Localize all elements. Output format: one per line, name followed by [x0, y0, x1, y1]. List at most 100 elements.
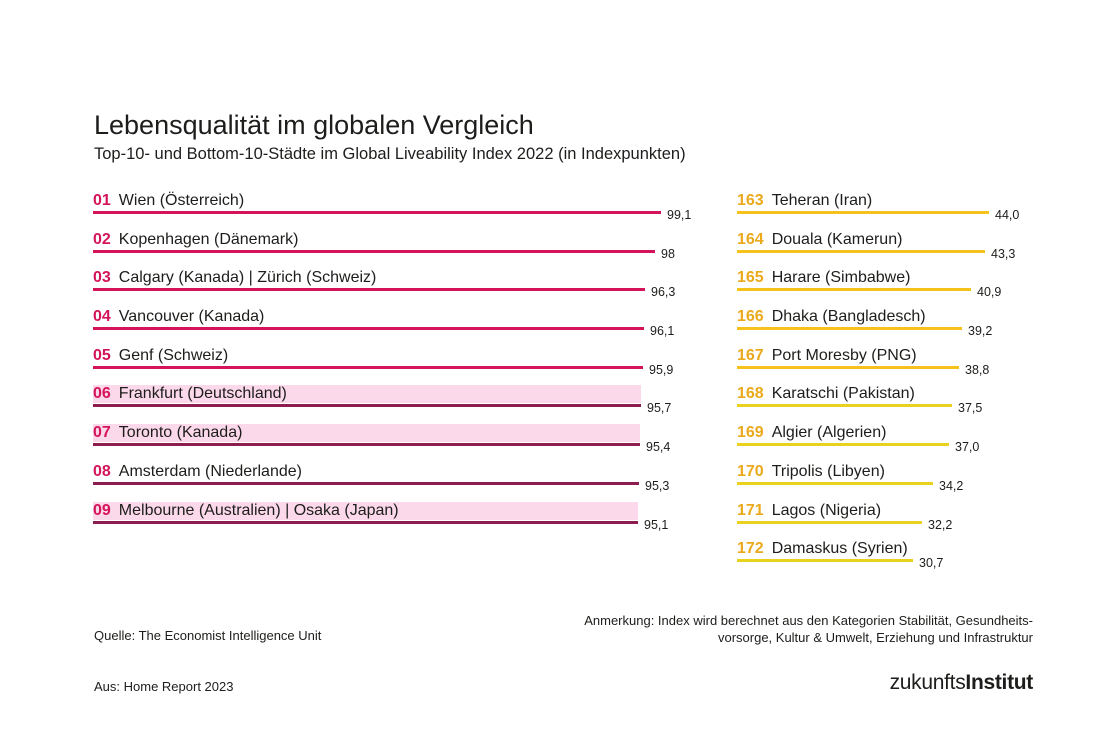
bar-row: 167 Port Moresby (PNG) 38,8 — [737, 343, 1037, 382]
bar-row: 03 Calgary (Kanada) | Zürich (Schweiz) 96,… — [93, 265, 703, 304]
bar — [737, 288, 971, 292]
city-name: Toronto (Kanada) — [118, 424, 243, 442]
value-label: 96,3 — [651, 285, 676, 300]
rank-number: 169 — [737, 424, 764, 442]
bar-row: 169 Algier (Algerien) 37,0 — [737, 420, 1037, 459]
rank-number: 163 — [737, 192, 764, 209]
methodology-note: Anmerkung: Index wird berechnet aus den … — [513, 612, 1033, 646]
city-name: Port Moresby (PNG) — [771, 346, 917, 364]
rank-number: 168 — [737, 385, 764, 403]
category-label: 168 Karatschi (Pakistan) — [737, 385, 915, 403]
city-name: Lagos (Nigeria) — [771, 501, 882, 519]
chart-title: Lebensqualität im globalen Vergleich — [94, 110, 534, 140]
bar-row: 163 Teheran (Iran) 44,0 — [737, 188, 1037, 227]
value-label: 32,2 — [928, 517, 953, 532]
bar-row: 164 Douala (Kamerun) 43,3 — [737, 227, 1037, 266]
bar-row: 06 Frankfurt (Deutschland) 95,7 — [93, 381, 703, 420]
city-name: Kopenhagen (Dänemark) — [118, 230, 299, 248]
bar — [737, 211, 989, 214]
category-label: 02 Kopenhagen (Dänemark) — [93, 231, 298, 249]
city-name: Frankfurt (Deutschland) — [118, 385, 287, 403]
category-label: 171 Lagos (Nigeria) — [737, 502, 881, 520]
row-highlight — [93, 424, 640, 443]
category-label: 166 Dhaka (Bangladesch) — [737, 308, 926, 326]
category-label: 04 Vancouver (Kanada) — [93, 308, 264, 326]
city-name: Wien (Österreich) — [118, 192, 245, 209]
bar — [737, 327, 962, 331]
category-label: 165 Harare (Simbabwe) — [737, 269, 910, 287]
value-label: 34,2 — [939, 478, 964, 493]
category-label: 163 Teheran (Iran) — [737, 192, 872, 210]
rank-number: 165 — [737, 269, 764, 287]
city-name: Genf (Schweiz) — [118, 346, 229, 364]
row-highlight — [93, 501, 638, 520]
publication-note: Aus: Home Report 2023 — [94, 679, 234, 694]
bar — [93, 481, 639, 485]
chart-subtitle: Top-10- und Bottom-10-Städte im Global L… — [94, 145, 686, 163]
city-name: Harare (Simbabwe) — [771, 269, 911, 287]
rank-number: 04 — [93, 308, 111, 326]
logo-text-light: zukunfts — [889, 671, 966, 694]
bar-row: 09 Melbourne (Australien) | Osaka (Japan)… — [93, 498, 703, 537]
category-label: 05 Genf (Schweiz) — [93, 347, 228, 365]
city-name: Dhaka (Bangladesch) — [771, 308, 926, 326]
value-label: 43,3 — [991, 246, 1016, 261]
category-label: 06 Frankfurt (Deutschland) — [93, 385, 287, 403]
city-name: Damaskus (Syrien) — [771, 540, 908, 558]
value-label: 38,8 — [965, 362, 990, 377]
bar — [93, 365, 643, 369]
bar — [93, 288, 645, 292]
bar — [93, 443, 640, 447]
bar-row: 171 Lagos (Nigeria) 32,2 — [737, 498, 1037, 537]
rank-number: 164 — [737, 230, 764, 248]
category-label: 09 Melbourne (Australien) | Osaka (Japan) — [93, 502, 399, 520]
rank-number: 03 — [93, 269, 111, 287]
rank-number: 166 — [737, 308, 764, 326]
city-name: Amsterdam (Niederlande) — [118, 462, 302, 480]
bar — [93, 327, 644, 331]
city-name: Algier (Algerien) — [771, 424, 887, 442]
bottom-10-bar-list: 163 Teheran (Iran) 44,0 164 Douala (Kamerun)… — [737, 188, 1037, 575]
bar-row: 04 Vancouver (Kanada) 96,1 — [93, 304, 703, 343]
city-name: Calgary (Kanada) | Zürich (Schweiz) — [118, 269, 377, 287]
bar — [737, 404, 952, 408]
value-label: 98 — [661, 246, 675, 261]
value-label: 96,1 — [650, 324, 675, 339]
bar-row: 165 Harare (Simbabwe) 40,9 — [737, 265, 1037, 304]
bar-row: 01 Wien (Österreich) 99,1 — [93, 188, 703, 227]
city-name: Melbourne (Australien) | Osaka (Japan) — [118, 501, 399, 519]
bar — [737, 249, 985, 253]
bar — [93, 404, 641, 408]
rank-number: 01 — [93, 192, 111, 209]
value-label: 99,1 — [667, 208, 692, 222]
bar — [93, 249, 655, 253]
value-label: 95,1 — [644, 517, 669, 532]
category-label: 164 Douala (Kamerun) — [737, 231, 902, 249]
city-name: Vancouver (Kanada) — [118, 308, 265, 326]
category-label: 01 Wien (Österreich) — [93, 192, 244, 210]
rank-number: 08 — [93, 462, 111, 480]
bar — [737, 443, 949, 447]
methodology-note-line: vorsorge, Kultur & Umwelt, Erziehung und… — [717, 630, 1033, 645]
category-label: 167 Port Moresby (PNG) — [737, 347, 917, 365]
rank-number: 02 — [93, 230, 111, 248]
bar — [737, 559, 913, 563]
rank-number: 167 — [737, 346, 764, 364]
value-label: 95,7 — [647, 401, 672, 416]
bar-row: 172 Damaskus (Syrien) 30,7 — [737, 536, 1037, 575]
rank-number: 07 — [93, 424, 111, 442]
category-label: 08 Amsterdam (Niederlande) — [93, 463, 302, 481]
bar-row: 02 Kopenhagen (Dänemark) 98 — [93, 227, 703, 266]
city-name: Tripolis (Libyen) — [771, 462, 885, 480]
city-name: Teheran (Iran) — [771, 192, 873, 209]
zukunftsinstitut-logo: zukunftsInstitut — [889, 671, 1034, 695]
category-label: 170 Tripolis (Libyen) — [737, 463, 885, 481]
source-note: Quelle: The Economist Intelligence Unit — [94, 628, 322, 643]
category-label: 03 Calgary (Kanada) | Zürich (Schweiz) — [93, 269, 376, 287]
top-10-bar-list: 01 Wien (Österreich) 99,1 02 Kopenhagen (Dän… — [93, 188, 703, 536]
bar-row: 170 Tripolis (Libyen) 34,2 — [737, 459, 1037, 498]
rank-number: 172 — [737, 540, 764, 558]
value-label: 30,7 — [919, 556, 944, 571]
category-label: 169 Algier (Algerien) — [737, 424, 886, 442]
bar — [737, 365, 959, 369]
